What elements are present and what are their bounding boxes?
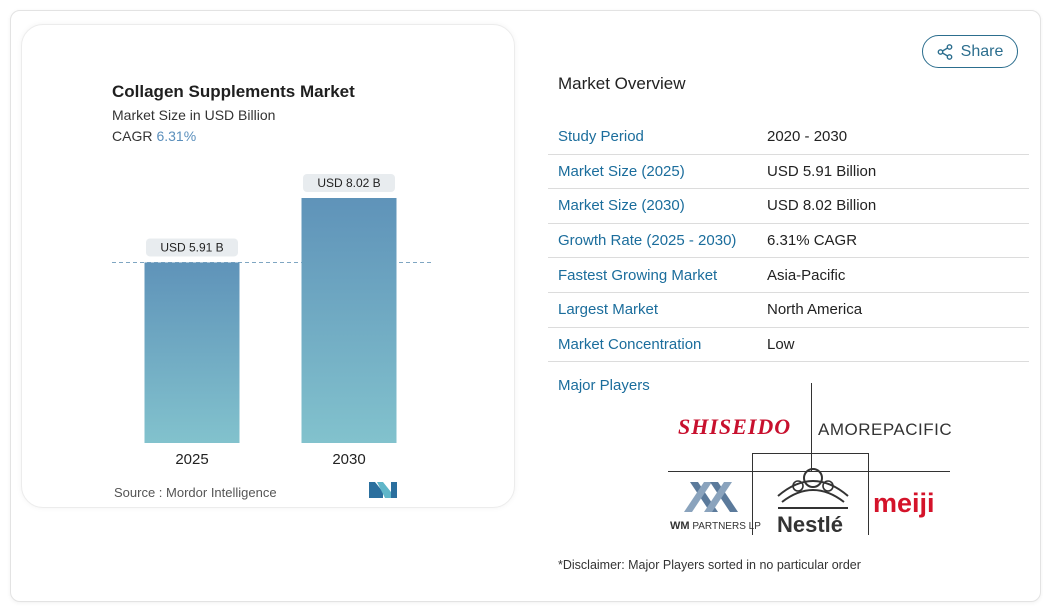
wm-partners-logo[interactable] bbox=[668, 478, 753, 534]
bar-label-pill bbox=[303, 174, 395, 192]
wm-partners-text: WM PARTNERS LP bbox=[670, 520, 761, 532]
overview-value: Asia-Pacific bbox=[767, 266, 846, 284]
bar-value-label: USD 8.02 B bbox=[317, 176, 380, 190]
mordor-intelligence-logo bbox=[369, 482, 397, 498]
nestle-logo[interactable]: Nestlé bbox=[777, 512, 844, 537]
overview-row: Study Period 2020 - 2030 bbox=[548, 120, 1029, 155]
x-tick-label: 2030 bbox=[332, 451, 365, 468]
chart-title: Collagen Supplements Market bbox=[112, 82, 355, 101]
overview-table: Study Period 2020 - 2030 Market Size (202… bbox=[548, 120, 1029, 363]
bar-chart: USD 5.91 B 2025 USD 8.02 B 2030 bbox=[112, 174, 432, 468]
bar-2030 bbox=[301, 198, 397, 443]
chart-source: Source : Mordor Intelligence bbox=[114, 485, 277, 500]
amorepacific-logo[interactable]: AMOREPACIFIC bbox=[818, 420, 953, 439]
chart-subtitle: Market Size in USD Billion bbox=[112, 107, 276, 123]
overview-label[interactable]: Fastest Growing Market bbox=[558, 266, 718, 284]
overview-label[interactable]: Growth Rate (2025 - 2030) bbox=[558, 232, 737, 250]
overview-value: 6.31% CAGR bbox=[767, 232, 858, 250]
overview-value: USD 8.02 Billion bbox=[767, 197, 877, 215]
share-icon bbox=[937, 43, 953, 60]
major-players-grid bbox=[668, 383, 950, 535]
grid-divider bbox=[752, 453, 753, 535]
cagr-label: CAGR bbox=[112, 128, 153, 144]
overview-row: Market Size (2025) USD 5.91 Billion bbox=[548, 155, 1029, 190]
overview-value: North America bbox=[767, 301, 863, 319]
nestle-nest-icon bbox=[777, 468, 849, 509]
overview-label[interactable]: Market Size (2030) bbox=[558, 197, 685, 215]
overview-value: Low bbox=[767, 335, 795, 353]
overview-label[interactable]: Study Period bbox=[558, 128, 644, 146]
grid-divider bbox=[811, 383, 812, 471]
share-button[interactable]: Share bbox=[922, 35, 1018, 68]
share-label: Share bbox=[960, 42, 1004, 60]
bar-label-pill bbox=[146, 238, 238, 257]
disclaimer: *Disclaimer: Major Players sorted in no … bbox=[558, 558, 861, 572]
overview-row: Growth Rate (2025 - 2030) 6.31% CAGR bbox=[548, 224, 1029, 259]
grid-divider bbox=[752, 453, 869, 454]
overview-value: USD 5.91 Billion bbox=[767, 162, 877, 180]
grid-divider bbox=[868, 453, 869, 535]
bar-2025 bbox=[144, 262, 240, 443]
grid-divider bbox=[668, 471, 950, 472]
meiji-logo[interactable]: meiji bbox=[873, 488, 935, 518]
overview-value: 2020 - 2030 bbox=[767, 128, 848, 146]
overview-label[interactable]: Market Size (2025) bbox=[558, 162, 685, 180]
major-players-title[interactable]: Major Players bbox=[558, 377, 650, 394]
bar-value-label: USD 5.91 B bbox=[160, 240, 223, 254]
overview-row: Market Size (2030) USD 8.02 Billion bbox=[548, 189, 1029, 224]
chart-card: Collagen Supplements Market Market Size … bbox=[21, 24, 515, 508]
overview-title: Market Overview bbox=[558, 74, 686, 93]
x-tick-label: 2025 bbox=[175, 451, 208, 468]
cagr-value: 6.31% bbox=[156, 128, 197, 144]
chart-cagr: CAGR 6.31% bbox=[112, 128, 196, 144]
overview-row: Market Concentration Low bbox=[548, 328, 1029, 363]
overview-label[interactable]: Largest Market bbox=[558, 301, 659, 319]
overview-label[interactable]: Market Concentration bbox=[558, 335, 702, 353]
overview-row: Largest Market North America bbox=[548, 293, 1029, 328]
shiseido-logo[interactable]: SHISEIDO bbox=[678, 414, 792, 439]
overview-row: Fastest Growing Market Asia-Pacific bbox=[548, 258, 1029, 293]
